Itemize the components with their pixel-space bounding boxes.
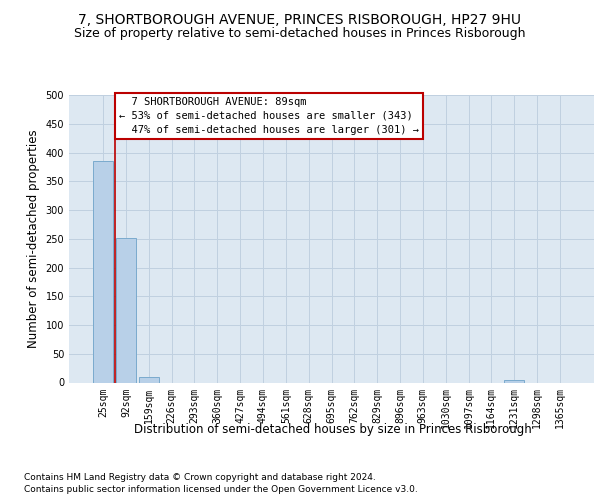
Text: Contains public sector information licensed under the Open Government Licence v3: Contains public sector information licen…	[24, 485, 418, 494]
Text: Distribution of semi-detached houses by size in Princes Risborough: Distribution of semi-detached houses by …	[134, 422, 532, 436]
Text: 7, SHORTBOROUGH AVENUE, PRINCES RISBOROUGH, HP27 9HU: 7, SHORTBOROUGH AVENUE, PRINCES RISBOROU…	[79, 12, 521, 26]
Y-axis label: Number of semi-detached properties: Number of semi-detached properties	[27, 130, 40, 348]
Bar	[93, 161, 113, 382]
Bar	[116, 238, 136, 382]
Text: Size of property relative to semi-detached houses in Princes Risborough: Size of property relative to semi-detach…	[74, 28, 526, 40]
Bar	[139, 377, 159, 382]
Text: 7 SHORTBOROUGH AVENUE: 89sqm
← 53% of semi-detached houses are smaller (343)
  4: 7 SHORTBOROUGH AVENUE: 89sqm ← 53% of se…	[119, 96, 419, 134]
Text: Contains HM Land Registry data © Crown copyright and database right 2024.: Contains HM Land Registry data © Crown c…	[24, 472, 376, 482]
Bar	[504, 380, 524, 382]
